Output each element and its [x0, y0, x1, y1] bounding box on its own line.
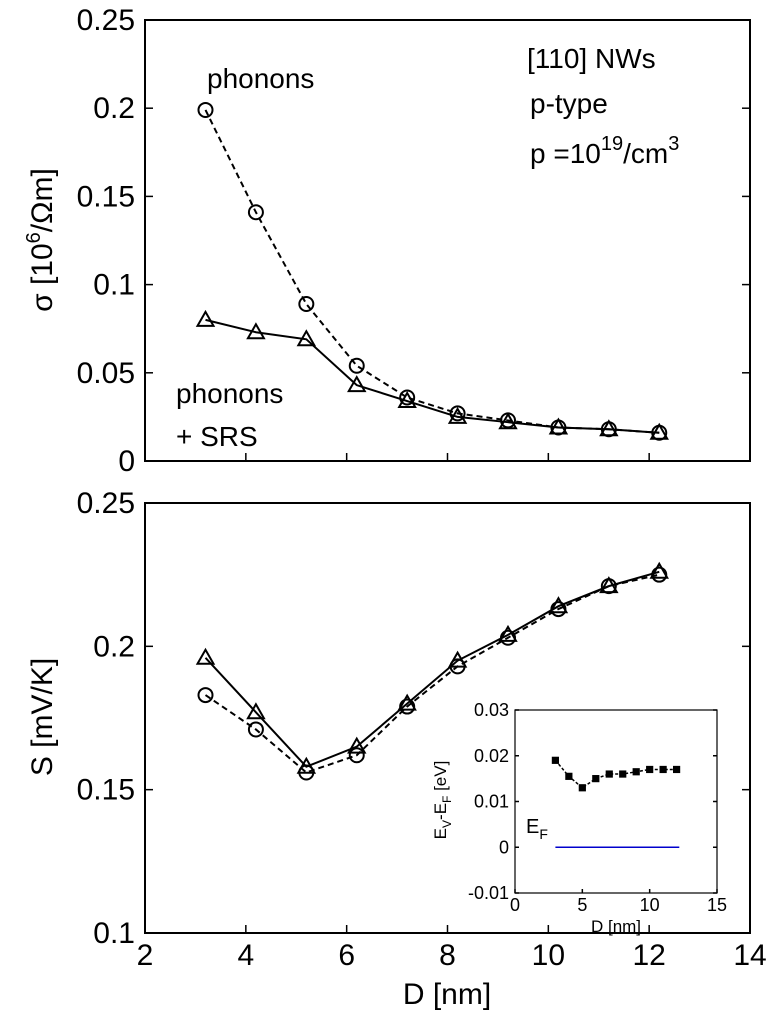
bottom-point-phonons	[399, 698, 416, 715]
inset-ef-label: EF	[526, 816, 548, 842]
bottom-y-tick-label: 0.25	[77, 487, 135, 520]
bottom-x-tick-label: 14	[733, 939, 766, 972]
top-y-ticks: 0 0.05 0.1 0.15 0.2 0.25	[77, 4, 750, 478]
inset-point-ev_minus_ef	[619, 770, 627, 778]
inset-point-ev_minus_ef	[592, 775, 600, 783]
inset-point-ev_minus_ef	[551, 756, 560, 764]
bottom-x-tick-label: 2	[137, 939, 154, 972]
bottom-point-phonons	[197, 687, 214, 704]
annotation-phonons: phonons	[207, 63, 314, 94]
inset-y-tick-label: 0.02	[474, 746, 509, 766]
bottom-x-tick-label: 6	[338, 939, 355, 972]
bottom-series-line-phonons	[204, 573, 660, 774]
top-point-phonons_srs	[195, 309, 216, 327]
inset-x-axis-label: D [nm]	[591, 917, 641, 936]
inset-point-ev_minus_ef	[578, 784, 586, 792]
top-point-phonons	[348, 357, 365, 374]
bottom-point-phonons	[298, 764, 315, 781]
inset-point-ev_minus_ef	[565, 772, 573, 780]
top-y-tick-label: 0.1	[93, 269, 135, 302]
bottom-y-tick-label: 0.15	[77, 774, 135, 807]
top-point-phonons_srs	[447, 406, 468, 424]
top-point-phonons_srs	[347, 375, 367, 393]
bottom-point-phonons	[600, 578, 617, 595]
inset-y-tick-label: 0.03	[474, 700, 509, 720]
bottom-point-phonons	[348, 747, 365, 764]
annotation-nws: [110] NWs	[527, 43, 656, 74]
top-point-phonons	[197, 101, 214, 118]
top-series-line-phonons_srs	[205, 318, 660, 434]
bottom-point-phonons_srs	[397, 693, 417, 711]
inset-x-tick-label: 10	[640, 895, 660, 915]
inset-point-ev_minus_ef	[605, 770, 613, 778]
top-point-phonons_srs	[599, 419, 619, 437]
inset-point-ev_minus_ef	[672, 765, 681, 774]
bottom-x-ticks: 2 4 6 8 10 12 14	[137, 925, 767, 972]
annotation-density: p =1019/cm3	[530, 133, 679, 169]
bottom-point-phonons	[651, 566, 668, 583]
bottom-point-phonons_srs	[347, 736, 367, 754]
top-point-phonons_srs	[548, 417, 569, 435]
conductivity-panel: 0 0.05 0.1 0.15 0.2 0.25 σ [106/Ωm] phonons p…	[23, 4, 751, 478]
bottom-x-tick-label: 8	[439, 939, 456, 972]
bottom-point-phonons_srs	[246, 702, 266, 720]
bottom-point-phonons_srs	[498, 624, 518, 642]
inset-point-ev_minus_ef	[632, 768, 640, 776]
inset-x-tick-label: 0	[510, 895, 520, 915]
bottom-x-tick-label: 10	[532, 939, 565, 972]
bottom-series-line-phonons_srs	[204, 570, 660, 768]
inset-x-ticks: 0 5 10 15	[510, 889, 727, 915]
inset-axes-frame	[514, 709, 718, 894]
bottom-point-phonons	[449, 658, 466, 675]
bottom-y-ticks: 0.1 0.15 0.2 0.25	[77, 487, 750, 950]
inset-y-tick-label: 0	[499, 837, 509, 857]
top-point-phonons_srs	[498, 412, 518, 430]
bottom-point-phonons	[500, 629, 516, 646]
top-point-phonons_srs	[246, 322, 266, 340]
bottom-series	[195, 561, 669, 781]
top-y-axis-label: σ [106/Ωm]	[23, 168, 59, 312]
bottom-y-tick-label: 0.2	[93, 630, 135, 663]
inset-series	[551, 756, 681, 848]
top-y-tick-label: 0	[118, 445, 135, 478]
bottom-point-phonons	[550, 601, 567, 618]
bottom-point-phonons	[247, 721, 264, 738]
inset-point-ev_minus_ef	[659, 765, 667, 774]
bottom-x-axis-label: D [nm]	[403, 978, 491, 1011]
top-point-phonons	[449, 405, 466, 422]
top-x-ticks	[144, 453, 751, 461]
top-series-line-phonons	[204, 109, 660, 434]
top-point-phonons	[298, 296, 315, 313]
bottom-x-tick-label: 12	[632, 939, 665, 972]
inset-y-tick-label: -0.01	[468, 883, 509, 903]
seebeck-panel: 0.1 0.15 0.2 0.25 2 4 6 8 10 12 14 S [mV/K] D [nm…	[26, 487, 767, 1011]
annotation-phonons-srs-line1: phonons	[176, 378, 283, 409]
inset-x-tick-label: 15	[707, 895, 727, 915]
annotation-phonons-srs-line2: + SRS	[176, 421, 258, 452]
top-point-phonons	[247, 204, 264, 221]
top-point-phonons_srs	[397, 391, 417, 409]
top-point-phonons_srs	[649, 422, 669, 440]
top-y-tick-label: 0.15	[77, 180, 135, 213]
top-y-tick-label: 0.05	[77, 357, 135, 390]
bottom-y-tick-label: 0.1	[93, 917, 135, 950]
inset-y-tick-label: 0.01	[474, 792, 509, 812]
bottom-point-phonons_srs	[195, 647, 216, 665]
bottom-point-phonons_srs	[548, 596, 569, 614]
top-series	[195, 101, 669, 441]
inset-point-ev_minus_ef	[646, 765, 654, 774]
top-point-phonons	[399, 389, 416, 406]
top-y-tick-label: 0.2	[93, 92, 135, 125]
inset-x-tick-label: 5	[577, 895, 587, 915]
bottom-y-axis-label: S [mV/K]	[26, 658, 59, 776]
annotation-ptype: p-type	[530, 88, 608, 119]
top-point-phonons_srs	[296, 329, 317, 347]
bottom-x-tick-label: 4	[237, 939, 254, 972]
top-y-tick-label: 0.25	[77, 4, 135, 37]
bottom-point-phonons_srs	[649, 561, 669, 579]
inset-y-axis-label: EV-EF [eV]	[431, 761, 454, 840]
inset-series-line-ev_minus_ef	[554, 759, 677, 789]
